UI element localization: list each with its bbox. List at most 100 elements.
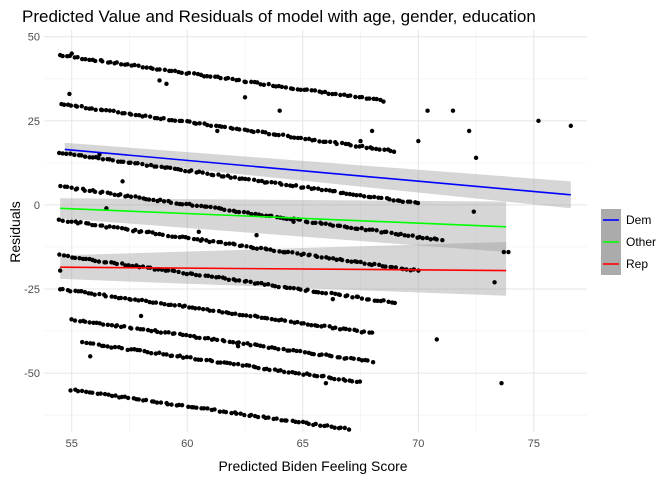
data-point bbox=[188, 355, 193, 360]
data-point bbox=[128, 297, 133, 302]
data-point bbox=[108, 60, 113, 65]
data-point bbox=[359, 226, 364, 231]
data-point bbox=[288, 319, 294, 324]
data-point bbox=[57, 252, 62, 257]
data-point bbox=[191, 71, 197, 76]
data-point bbox=[233, 278, 238, 283]
data-point bbox=[255, 129, 261, 134]
data-point bbox=[298, 135, 304, 141]
data-point bbox=[223, 241, 228, 247]
data-point bbox=[119, 346, 124, 351]
data-point bbox=[282, 318, 288, 323]
data-point bbox=[147, 299, 152, 305]
data-point bbox=[254, 246, 260, 251]
data-point bbox=[79, 104, 84, 109]
data-point bbox=[194, 335, 199, 340]
data-point bbox=[277, 249, 282, 254]
data-point bbox=[83, 106, 89, 111]
data-point bbox=[112, 294, 118, 300]
data-point bbox=[221, 174, 226, 179]
data-point bbox=[364, 145, 369, 151]
data-point bbox=[349, 259, 354, 264]
data-point bbox=[79, 153, 84, 158]
data-point bbox=[83, 57, 88, 62]
data-point bbox=[359, 94, 365, 100]
data-point bbox=[261, 82, 267, 88]
data-point bbox=[355, 226, 360, 232]
data-point bbox=[60, 218, 65, 224]
data-point bbox=[233, 209, 239, 215]
data-point bbox=[236, 278, 242, 283]
data-point bbox=[370, 227, 375, 232]
data-point bbox=[253, 211, 258, 217]
data-point bbox=[214, 337, 220, 343]
data-point bbox=[354, 259, 360, 265]
data-point bbox=[337, 292, 343, 298]
data-point bbox=[227, 361, 233, 366]
data-point bbox=[151, 197, 156, 203]
data-point bbox=[160, 232, 165, 238]
data-point bbox=[118, 295, 124, 301]
data-point bbox=[154, 115, 160, 121]
data-point bbox=[382, 147, 387, 152]
data-point bbox=[184, 332, 189, 338]
data-point bbox=[295, 319, 300, 325]
data-point bbox=[155, 329, 160, 335]
data-point bbox=[428, 237, 433, 242]
data-point bbox=[328, 375, 334, 381]
data-point bbox=[61, 102, 67, 107]
y-tick-label: 25 bbox=[28, 116, 40, 128]
data-point bbox=[229, 311, 235, 317]
data-point bbox=[182, 303, 187, 308]
data-point bbox=[348, 143, 353, 148]
data-point bbox=[240, 363, 245, 368]
data-point bbox=[368, 194, 373, 200]
data-point bbox=[69, 219, 74, 224]
data-point bbox=[323, 381, 329, 386]
data-point bbox=[114, 261, 119, 267]
data-point bbox=[326, 91, 331, 97]
data-point bbox=[149, 328, 154, 334]
data-point bbox=[126, 263, 131, 268]
data-point bbox=[172, 68, 178, 74]
data-point bbox=[248, 279, 253, 285]
data-point bbox=[238, 411, 243, 416]
data-point bbox=[74, 104, 80, 109]
data-point bbox=[57, 268, 63, 273]
data-point bbox=[153, 231, 158, 237]
data-point bbox=[222, 338, 227, 344]
data-point bbox=[102, 391, 108, 397]
data-point bbox=[316, 186, 321, 191]
data-point bbox=[383, 264, 388, 269]
data-point bbox=[141, 327, 146, 332]
data-point bbox=[157, 197, 163, 202]
data-point bbox=[254, 80, 260, 85]
data-point bbox=[163, 330, 168, 335]
data-point bbox=[281, 346, 286, 352]
data-point bbox=[113, 393, 118, 398]
data-point bbox=[143, 298, 149, 303]
data-point bbox=[87, 57, 92, 63]
data-point bbox=[90, 155, 95, 160]
data-point bbox=[68, 289, 73, 294]
data-point bbox=[56, 217, 62, 222]
data-point bbox=[153, 300, 159, 305]
data-point bbox=[319, 352, 324, 357]
data-point bbox=[241, 341, 246, 347]
data-point bbox=[300, 419, 306, 425]
data-point bbox=[342, 378, 348, 383]
data-point bbox=[329, 353, 334, 359]
x-tick-label: 70 bbox=[412, 438, 424, 450]
data-point bbox=[258, 82, 263, 87]
data-point bbox=[392, 300, 397, 306]
data-point bbox=[262, 282, 267, 287]
data-point bbox=[280, 132, 286, 137]
y-tick-label: -25 bbox=[24, 284, 40, 296]
data-point bbox=[132, 62, 137, 68]
data-point bbox=[139, 297, 145, 303]
data-point bbox=[147, 114, 153, 119]
data-point bbox=[375, 298, 380, 303]
data-point bbox=[306, 184, 311, 190]
data-point bbox=[256, 178, 261, 184]
data-point bbox=[248, 343, 253, 348]
